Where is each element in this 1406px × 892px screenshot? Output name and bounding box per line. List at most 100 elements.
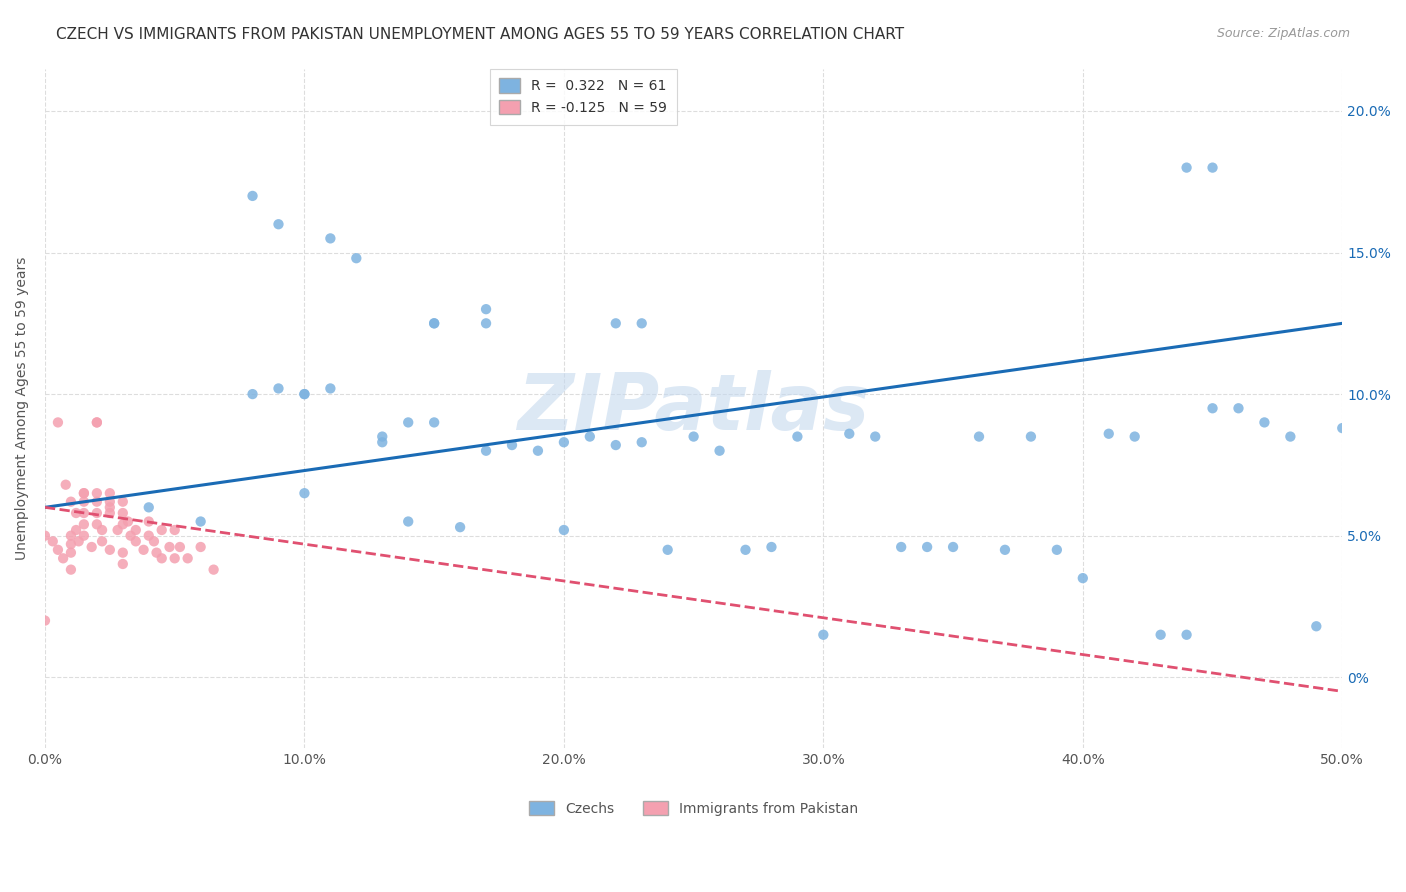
Point [52,551,75,566]
Point [371,429,394,443]
Point [553,523,575,537]
Point [46,416,69,430]
Point [605,438,627,452]
Point [120,529,142,543]
Point [65,523,87,537]
Point [630,316,652,330]
Point [73,486,96,500]
Point [150,551,173,566]
Point [42,534,65,549]
Point [159,540,181,554]
Y-axis label: Unemployment Among Ages 55 to 59 years: Unemployment Among Ages 55 to 59 years [15,257,30,560]
Point [111,546,134,560]
Point [605,316,627,330]
Point [176,551,198,566]
Point [1123,429,1146,443]
Point [838,426,860,441]
Point [117,515,139,529]
Point [294,387,316,401]
Point [34,614,56,628]
Point [501,438,523,452]
Point [86,416,108,430]
Text: Source: ZipAtlas.com: Source: ZipAtlas.com [1216,27,1350,40]
Point [150,523,173,537]
Point [267,381,290,395]
Point [242,387,264,401]
Point [1098,426,1121,441]
Point [579,429,602,443]
Point [65,506,87,520]
Point [630,435,652,450]
Point [1201,161,1223,175]
Point [163,523,186,537]
Point [111,557,134,571]
Point [132,542,155,557]
Point [98,542,121,557]
Point [657,542,679,557]
Point [1149,628,1171,642]
Point [1175,628,1198,642]
Point [423,316,446,330]
Point [371,435,394,450]
Point [73,506,96,520]
Point [138,515,160,529]
Point [527,443,550,458]
Point [553,435,575,450]
Point [91,534,114,549]
Point [1019,429,1042,443]
Point [169,540,191,554]
Point [190,515,212,529]
Point [967,429,990,443]
Point [86,486,108,500]
Point [475,316,498,330]
Point [55,477,77,491]
Point [73,517,96,532]
Point [59,529,82,543]
Point [125,523,148,537]
Point [80,540,103,554]
Point [73,494,96,508]
Point [98,506,121,520]
Point [111,517,134,532]
Point [138,500,160,515]
Point [475,443,498,458]
Point [994,542,1017,557]
Point [1227,401,1250,416]
Point [98,500,121,515]
Point [59,563,82,577]
Point [98,486,121,500]
Point [73,529,96,543]
Point [73,486,96,500]
Point [111,506,134,520]
Point [449,520,471,534]
Point [915,540,938,554]
Point [423,316,446,330]
Point [319,381,342,395]
Point [163,551,186,566]
Point [1279,429,1302,443]
Point [344,251,367,265]
Text: ZIPatlas: ZIPatlas [517,370,870,446]
Point [294,387,316,401]
Point [125,534,148,549]
Point [475,302,498,317]
Point [242,189,264,203]
Point [813,628,835,642]
Point [396,416,419,430]
Point [786,429,808,443]
Point [682,429,704,443]
Point [709,443,731,458]
Point [46,542,69,557]
Point [294,486,316,500]
Point [34,529,56,543]
Point [1305,619,1327,633]
Point [267,217,290,231]
Point [145,546,167,560]
Point [1201,401,1223,416]
Point [423,416,446,430]
Point [67,534,90,549]
Point [1071,571,1094,585]
Point [1046,542,1069,557]
Point [890,540,912,554]
Point [86,517,108,532]
